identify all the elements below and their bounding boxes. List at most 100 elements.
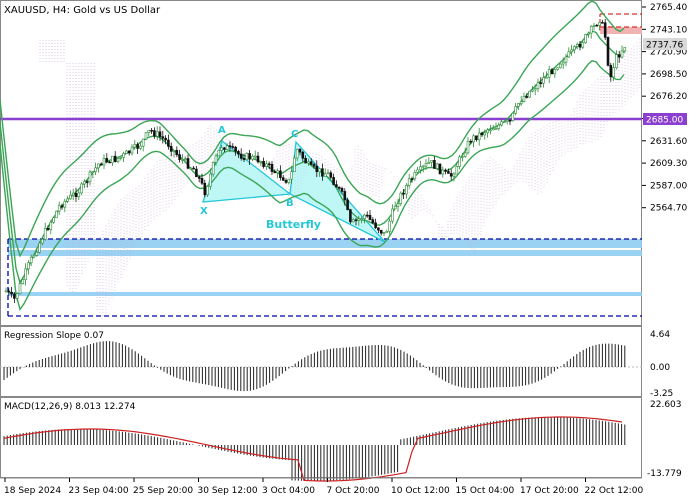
- time-axis[interactable]: 18 Sep 2024 23 Sep 04:00 25 Sep 20:00 30 Se…: [0, 477, 644, 496]
- candle-body: [183, 158, 187, 160]
- candle-body: [360, 218, 363, 220]
- price-tick-label: 2743.10: [650, 25, 687, 35]
- candle-body: [18, 283, 22, 294]
- support-zone-lower: [8, 250, 642, 256]
- level-price-box: [643, 113, 687, 125]
- candle-body: [435, 163, 439, 169]
- candle-body: [206, 186, 209, 196]
- candle-body: [519, 101, 523, 104]
- candle-body: [49, 222, 53, 230]
- candle-body: [441, 169, 445, 175]
- candle-body: [85, 181, 89, 183]
- price-candles: [4, 18, 627, 304]
- candle-body: [365, 214, 369, 217]
- current-price-box: [643, 38, 687, 50]
- macd-histogram: [3, 417, 626, 481]
- candle-body: [371, 219, 375, 224]
- macd-label: MACD(12,26,9) 8.013 12.274: [4, 402, 136, 412]
- candle-body: [528, 90, 531, 98]
- candle-body: [203, 182, 207, 196]
- candle-body: [237, 151, 240, 155]
- candle-body: [505, 119, 509, 122]
- candle-body: [393, 205, 397, 210]
- candle-body: [259, 161, 263, 163]
- candle-body: [43, 227, 47, 240]
- candle-body: [7, 290, 11, 293]
- candle-body: [567, 51, 571, 58]
- candle-body: [449, 173, 453, 177]
- candle-body: [564, 56, 568, 63]
- main-pane-frame: [0, 0, 642, 326]
- pattern-name-label: Butterfly: [266, 218, 321, 231]
- candle-body: [329, 172, 333, 178]
- candle-body: [533, 88, 537, 91]
- candle-body: [116, 158, 120, 162]
- candle-body: [265, 163, 268, 167]
- candle-body: [69, 194, 72, 200]
- candle-body: [402, 192, 405, 195]
- candle-body: [88, 171, 92, 183]
- price-axis[interactable]: 2765.402743.102720.902698.502676.202653.…: [642, 3, 687, 214]
- candle-body: [200, 178, 204, 184]
- candle-body: [245, 153, 249, 160]
- candle-body: [125, 150, 128, 154]
- candle-body: [581, 42, 585, 48]
- regression-min-label: -3.25: [650, 389, 673, 399]
- candle-body: [595, 24, 599, 27]
- candle-body: [108, 161, 111, 164]
- candle-body: [21, 279, 25, 284]
- candle-body: [181, 159, 184, 161]
- candle-body: [223, 147, 226, 150]
- candle-body: [281, 177, 285, 181]
- candle-body: [136, 144, 139, 149]
- candle-body: [514, 106, 517, 114]
- candle-body: [248, 153, 251, 160]
- candle-body: [536, 82, 540, 89]
- candle-body: [433, 160, 436, 169]
- candle-body: [368, 214, 372, 220]
- candle-body: [573, 46, 576, 51]
- candle-body: [318, 168, 321, 173]
- candle-body: [391, 208, 394, 222]
- candle-body: [287, 178, 291, 183]
- candle-body: [172, 150, 176, 152]
- candle-body: [228, 145, 232, 147]
- candle-body: [38, 242, 41, 253]
- support-zone-upper: [8, 239, 642, 248]
- candle-body: [382, 231, 386, 234]
- candle-body: [578, 44, 582, 48]
- time-tick-label: 22 Oct 12:00: [585, 486, 644, 496]
- candle-body: [444, 169, 447, 172]
- candle-body: [343, 191, 347, 201]
- candle-body: [497, 124, 501, 129]
- candle-body: [279, 170, 282, 178]
- candle-body: [539, 82, 543, 84]
- candle-body: [192, 167, 195, 170]
- candle-body: [452, 173, 456, 177]
- candle-body: [309, 161, 313, 165]
- candle-body: [161, 136, 165, 139]
- candle-body: [592, 24, 596, 27]
- candle-body: [24, 268, 27, 280]
- candle-body: [231, 146, 235, 148]
- candle-body: [587, 32, 590, 35]
- candle-body: [601, 22, 604, 24]
- candle-body: [66, 198, 69, 202]
- time-tick-label: 23 Sep 04:00: [69, 486, 129, 496]
- candle-body: [374, 222, 377, 229]
- price-tick-label: 2676.20: [650, 92, 687, 102]
- candle-body: [559, 63, 562, 69]
- candle-body: [469, 140, 473, 143]
- candle-body: [113, 155, 117, 162]
- time-tick-label: 17 Oct 20:00: [520, 486, 579, 496]
- candle-body: [102, 158, 106, 166]
- candle-body: [346, 199, 349, 211]
- candle-body: [122, 153, 125, 158]
- candle-body: [377, 227, 380, 231]
- candle-body: [410, 178, 414, 180]
- candle-body: [111, 155, 114, 164]
- candle-body: [251, 156, 254, 160]
- candle-body: [41, 239, 44, 244]
